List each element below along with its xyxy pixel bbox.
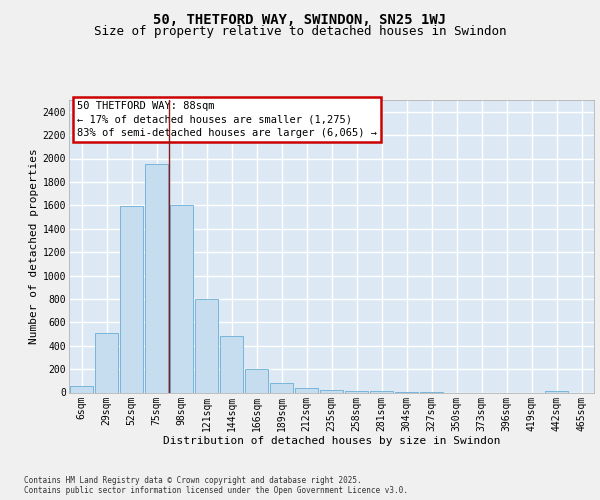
- Bar: [320, 390, 343, 392]
- Bar: [545, 391, 568, 392]
- Bar: [170, 206, 193, 392]
- Text: 50, THETFORD WAY, SWINDON, SN25 1WJ: 50, THETFORD WAY, SWINDON, SN25 1WJ: [154, 12, 446, 26]
- Bar: [345, 390, 368, 392]
- Text: Size of property relative to detached houses in Swindon: Size of property relative to detached ho…: [94, 25, 506, 38]
- Bar: [220, 336, 243, 392]
- Bar: [195, 299, 218, 392]
- Text: 50 THETFORD WAY: 88sqm
← 17% of detached houses are smaller (1,275)
83% of semi-: 50 THETFORD WAY: 88sqm ← 17% of detached…: [77, 102, 377, 138]
- Bar: [70, 386, 93, 392]
- Text: Contains HM Land Registry data © Crown copyright and database right 2025.
Contai: Contains HM Land Registry data © Crown c…: [24, 476, 408, 495]
- Bar: [245, 369, 268, 392]
- Bar: [120, 206, 143, 392]
- Bar: [270, 382, 293, 392]
- X-axis label: Distribution of detached houses by size in Swindon: Distribution of detached houses by size …: [163, 436, 500, 446]
- Bar: [145, 164, 168, 392]
- Bar: [295, 388, 318, 392]
- Y-axis label: Number of detached properties: Number of detached properties: [29, 148, 38, 344]
- Bar: [95, 333, 118, 392]
